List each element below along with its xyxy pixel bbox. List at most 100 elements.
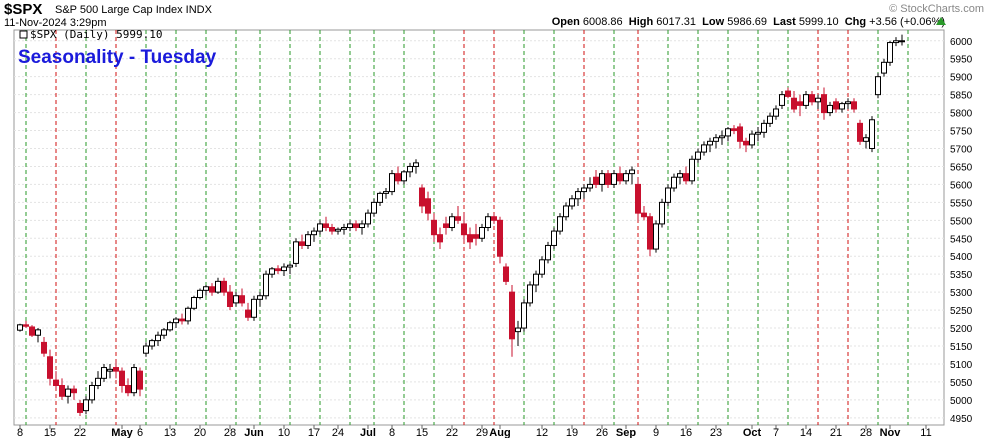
candle-body [863,137,869,142]
candle-body [281,266,287,272]
y-tick-label: 5150 [950,342,973,353]
candle-body [689,158,695,182]
y-tick-label: 4950 [950,414,973,425]
candle-body [767,115,773,124]
candle-body [323,223,329,228]
candle-body [41,341,47,354]
x-tick-label: 12 [536,427,548,438]
candle-body [545,244,551,261]
candle-body [557,216,563,232]
symbol-name: S&P 500 Large Cap Index INDX [55,4,212,16]
candle-body [143,345,149,354]
x-tick-label: 17 [308,427,320,438]
candle-body [659,201,665,225]
credit-text: © StockCharts.com [889,3,984,15]
candle-body [335,228,341,232]
candle-body [59,385,65,397]
y-tick-label: 5800 [950,109,973,120]
y-tick-label: 5350 [950,270,973,281]
candle-body [839,103,845,110]
candle-body [677,173,683,178]
x-axis: 8 15 22 May 6 13 20 28 Jun 10 17 24 Jul 8 15 22 29 Aug 12 1… [17,425,932,438]
x-tick-label: 20 [194,427,206,438]
candle-body [695,151,701,160]
y-tick-label: 5950 [950,55,973,66]
candle-body [89,385,95,401]
symbol-label: $SPX [4,1,43,18]
candle-body [389,173,395,193]
candle-body [617,173,623,182]
candle-body [179,318,185,322]
y-tick-label: 6000 [950,37,973,48]
candle-body [311,230,317,236]
candle-body [479,227,485,239]
candle-body [581,187,587,193]
x-tick-label: 24 [332,427,344,438]
candle-body [491,216,497,221]
x-tick-label: 6 [137,427,143,438]
candle-body [725,128,731,137]
candle-body [107,368,113,372]
candle-body [749,133,755,146]
candle-body [437,234,443,243]
chg-value: +3.56 (+0.06%) [869,16,945,28]
candle-body [443,223,449,228]
x-tick-label: 29 [476,427,488,438]
candle-body [149,340,155,347]
candle-body [707,140,713,146]
candle-body [599,173,605,185]
candle-body [629,169,635,175]
candle-body [497,219,503,257]
candle-body [539,259,545,275]
candle-body [521,302,527,329]
candle-body [587,183,593,189]
low-value: 5986.69 [727,16,767,28]
chg-label: Chg [844,16,867,28]
candle-body [881,61,887,74]
candle-body [515,327,521,333]
candle-body [245,309,251,318]
candle-body [755,131,761,135]
x-tick-label: Nov [880,427,902,438]
candle-body [83,399,89,412]
last-label: Last [773,16,796,28]
candle-body [341,227,347,230]
candle-body [719,135,725,139]
y-tick-label: 5200 [950,324,973,335]
candle-body [353,223,359,228]
y-tick-label: 5400 [950,252,973,263]
x-tick-label: Sep [616,427,636,438]
y-tick-label: 5500 [950,216,973,227]
candle-body [731,128,737,132]
y-tick-label: 5700 [950,145,973,156]
candle-body [425,198,431,214]
candle-body [407,165,413,173]
x-tick-label: Aug [489,427,510,438]
x-tick-label: 11 [920,427,931,438]
candle-body [347,223,353,228]
candle-body [287,264,293,268]
y-tick-label: 5750 [950,127,973,138]
candle-body [899,40,905,43]
chart-title: Seasonality - Tuesday [18,47,217,68]
candle-body [23,324,29,327]
candle-body [509,291,515,340]
candle-body [251,298,257,318]
y-tick-label: 5050 [950,378,973,389]
candle-body [845,101,851,105]
low-label: Low [702,16,725,28]
x-tick-label: 19 [566,427,578,438]
candle-body [125,385,131,394]
candle-body [791,97,797,110]
candle-body [167,322,173,331]
candle-body [809,94,815,103]
candle-body [413,162,419,167]
x-tick-label: 16 [680,427,692,438]
candle-body [461,223,467,236]
candle-body [893,40,899,44]
candle-body [785,90,791,97]
x-tick-label: 22 [446,427,458,438]
candle-body [797,101,803,106]
up-triangle-icon [936,17,946,25]
